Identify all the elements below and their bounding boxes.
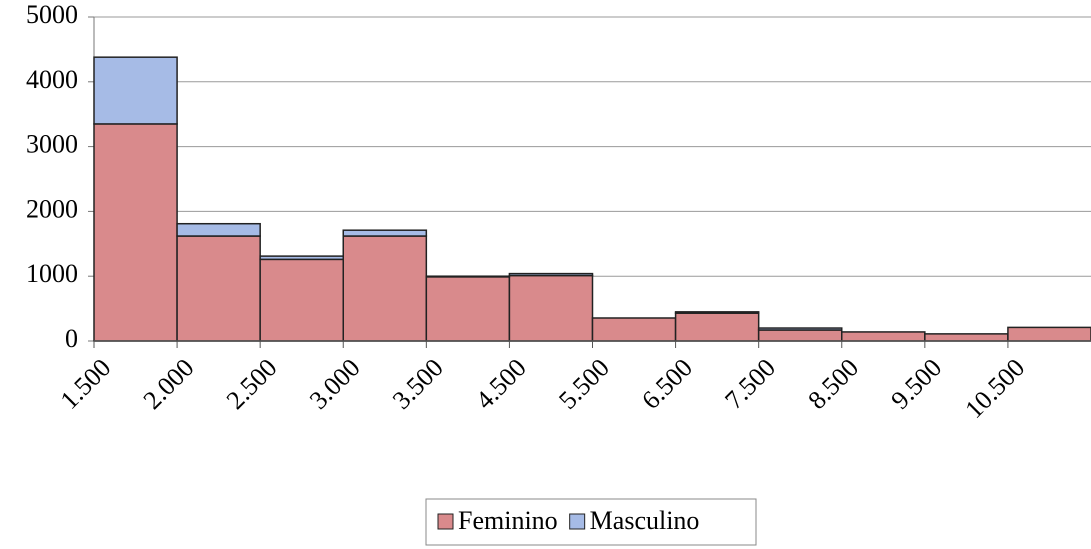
- bar-segment: [93, 123, 178, 342]
- x-tick-label: 5.500: [553, 353, 615, 415]
- bar-segment: [259, 258, 344, 342]
- bar-segment: [425, 275, 511, 278]
- bar-segment: [674, 312, 760, 342]
- x-tick-label: 2.500: [221, 353, 283, 415]
- bar-segment: [342, 229, 428, 237]
- y-tick-label: 1000: [26, 259, 78, 288]
- legend-label: Masculino: [590, 506, 700, 535]
- bar-segment: [1007, 326, 1091, 342]
- bar-segment: [93, 56, 178, 125]
- x-tick-label: 3.000: [304, 353, 366, 415]
- legend-swatch: [569, 513, 586, 530]
- bar-segment: [508, 272, 594, 277]
- bar-segment: [674, 311, 760, 314]
- y-tick-label: 4000: [26, 65, 78, 94]
- x-tick-label: 9.500: [885, 353, 947, 415]
- bar-segment: [508, 274, 594, 342]
- x-tick-label: 3.500: [387, 353, 449, 415]
- legend-label: Feminino: [458, 506, 558, 535]
- bar-segment: [924, 333, 1009, 342]
- y-tick-label: 0: [65, 324, 78, 353]
- bar-segment: [342, 235, 428, 342]
- legend-swatch: [437, 513, 454, 530]
- bar-segment: [841, 331, 926, 342]
- x-tick-label: 7.500: [719, 353, 781, 415]
- bar-segment: [425, 276, 511, 342]
- bar-segment: [176, 222, 261, 237]
- bar-segment: [176, 235, 261, 342]
- x-tick-label: 8.500: [802, 353, 864, 415]
- legend-box: [425, 498, 757, 546]
- bar-segment: [591, 317, 677, 342]
- x-tick-label: 2.000: [138, 353, 200, 415]
- bar-segment: [259, 255, 344, 261]
- y-tick-label: 3000: [26, 130, 78, 159]
- y-tick-label: 5000: [26, 0, 78, 29]
- x-tick-label: 10.500: [959, 353, 1030, 424]
- x-tick-label: 6.500: [636, 353, 698, 415]
- bar-segment: [757, 327, 843, 331]
- x-tick-label: 1.500: [55, 353, 117, 415]
- x-tick-label: 4.500: [470, 353, 532, 415]
- y-tick-label: 2000: [26, 194, 78, 223]
- bar-segment: [757, 329, 843, 342]
